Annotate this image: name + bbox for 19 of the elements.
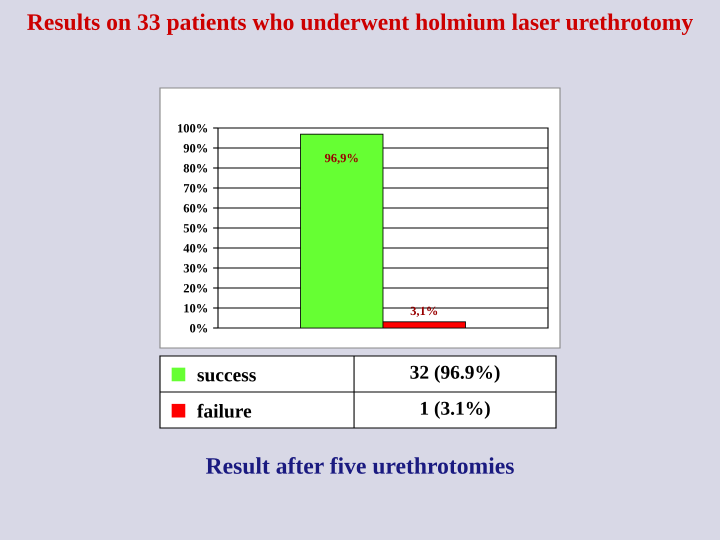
legend-label: success [198, 372, 256, 382]
text: Result after five urethrotomies [206, 457, 514, 474]
text: 1 (3.1%) [420, 401, 490, 419]
legend-label: failure [197, 404, 252, 418]
data-label: 3,1% [410, 306, 438, 317]
y-tick-label: 90% [184, 144, 208, 152]
text: 32 (96.9%) [410, 365, 500, 383]
y-tick-label: 70% [184, 184, 208, 192]
y-tick-label: 20% [184, 284, 208, 292]
y-tick-label: 100% [178, 124, 208, 132]
y-tick-label: 50% [184, 224, 208, 232]
y-tick-label: 0% [190, 324, 208, 332]
y-tick-label: 40% [183, 244, 208, 252]
chart-title: Results on 33 patients who underwent holmium laser urethrotomy [27, 14, 693, 35]
y-tick-label: 10% [184, 304, 208, 312]
data-label: 96,9% [324, 154, 358, 164]
y-tick-label: 80% [184, 164, 208, 172]
y-tick-label: 30% [184, 264, 208, 272]
y-tick-label: 60% [184, 204, 208, 212]
